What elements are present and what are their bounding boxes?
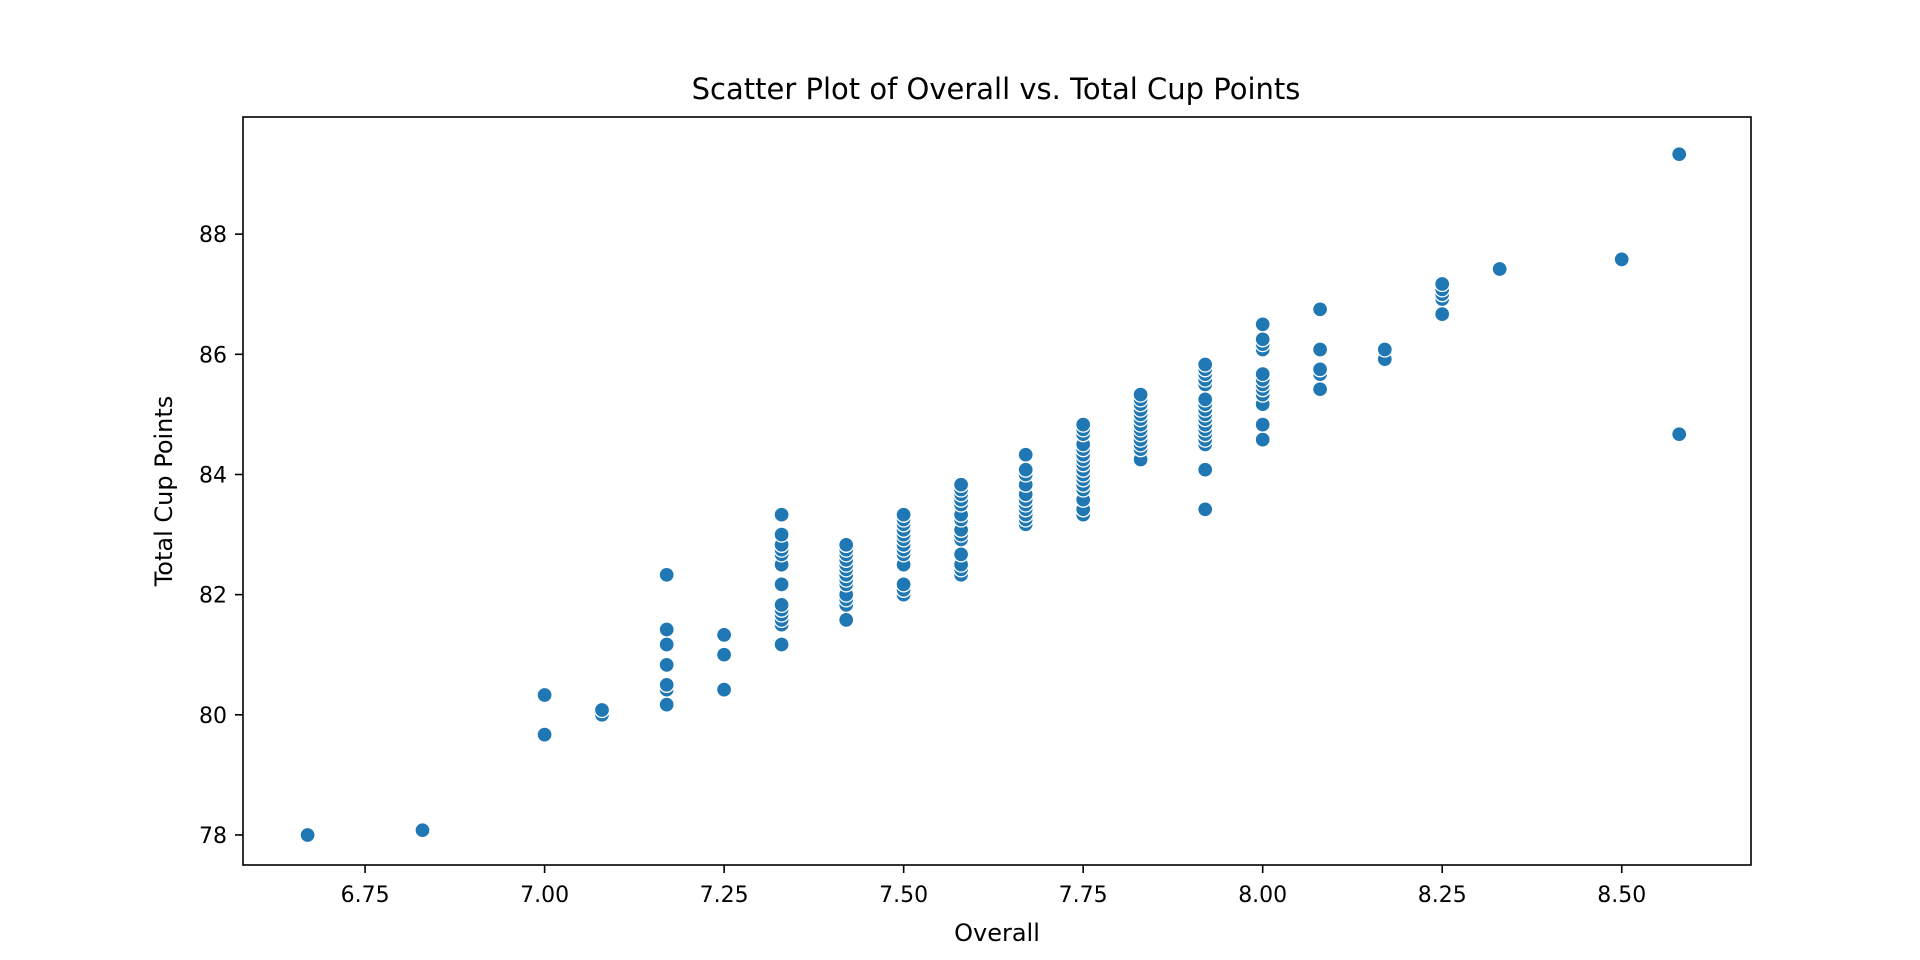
data-point (1671, 426, 1688, 443)
x-tick-label: 8.50 (1597, 883, 1646, 908)
data-point (658, 656, 675, 674)
data-point (536, 686, 553, 704)
data-point (1671, 146, 1688, 163)
data-point (773, 526, 790, 543)
data-point (773, 596, 790, 614)
data-point (1132, 386, 1149, 403)
x-tick-label: 8.00 (1238, 883, 1287, 908)
data-point (414, 822, 431, 839)
data-point (715, 681, 733, 698)
data-point (895, 506, 912, 523)
data-point (1254, 416, 1271, 433)
data-point (1613, 251, 1630, 268)
y-tick-label: 84 (199, 463, 227, 488)
x-axis-label: Overall (954, 919, 1040, 947)
data-point (773, 576, 790, 593)
y-tick-label: 82 (199, 584, 227, 609)
data-point (1311, 341, 1329, 358)
data-point (1376, 341, 1393, 358)
data-point (715, 626, 733, 644)
data-point (773, 506, 790, 523)
data-point (773, 636, 790, 653)
y-axis-label: Total Cup Points (150, 396, 178, 588)
data-point (1434, 275, 1451, 293)
data-point (1434, 305, 1451, 323)
x-tick-label: 7.00 (520, 883, 569, 908)
data-point (658, 676, 675, 693)
x-tick-label: 7.75 (1059, 883, 1108, 908)
y-tick-label: 78 (199, 824, 227, 849)
data-point (838, 611, 855, 629)
data-point (658, 636, 675, 653)
data-point (1017, 461, 1034, 478)
data-point (1254, 431, 1271, 448)
data-point (1254, 365, 1271, 383)
data-point (1017, 446, 1034, 463)
data-point (1197, 501, 1214, 518)
data-point (1254, 316, 1271, 333)
data-point (299, 826, 316, 844)
x-tick-label: 6.75 (341, 883, 390, 908)
data-point (838, 536, 855, 553)
x-tick-label: 7.25 (700, 883, 749, 908)
data-point (536, 726, 553, 743)
data-point (1197, 391, 1214, 408)
data-point (895, 576, 912, 593)
data-point (1311, 361, 1329, 378)
data-point (658, 696, 675, 713)
data-point (715, 646, 733, 663)
data-point (1197, 461, 1214, 478)
chart-title: Scatter Plot of Overall vs. Total Cup Po… (692, 72, 1301, 106)
data-point (658, 566, 675, 583)
data-point (593, 701, 611, 719)
x-tick-label: 7.50 (879, 883, 928, 908)
y-axis-ticks: 78 80 82 84 86 88 (199, 223, 243, 849)
data-point (952, 546, 970, 563)
data-points (299, 146, 1688, 844)
data-point (1491, 260, 1508, 278)
data-point (1311, 301, 1329, 318)
data-point (1075, 416, 1092, 433)
data-point (1311, 381, 1329, 398)
y-tick-label: 80 (199, 704, 227, 729)
data-point (1254, 331, 1271, 348)
y-tick-label: 86 (199, 343, 227, 368)
data-point (1197, 356, 1214, 373)
x-axis-ticks: 6.75 7.00 7.25 7.50 7.75 8.00 8.25 8.50 (341, 865, 1646, 908)
data-point (658, 621, 675, 638)
x-tick-label: 8.25 (1418, 883, 1467, 908)
plot-frame (242, 116, 1752, 866)
y-tick-label: 88 (199, 223, 227, 248)
data-point (952, 476, 970, 493)
